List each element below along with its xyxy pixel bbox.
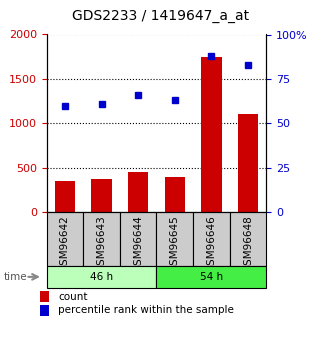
Bar (55, 181, 75, 212)
Text: GSM96642: GSM96642 (60, 215, 70, 272)
Text: GSM96645: GSM96645 (170, 215, 180, 272)
Text: GSM96646: GSM96646 (206, 215, 216, 272)
Text: 46 h: 46 h (90, 272, 113, 282)
Bar (201, 57, 221, 212)
Bar (47, 266, 156, 288)
Text: 54 h: 54 h (200, 272, 223, 282)
Text: count: count (58, 292, 88, 302)
Bar (47, 212, 83, 266)
Bar (165, 177, 185, 212)
Bar (40, 305, 49, 316)
Bar (230, 212, 266, 266)
Text: GDS2233 / 1419647_a_at: GDS2233 / 1419647_a_at (72, 9, 249, 23)
Bar (91, 179, 112, 212)
Text: time: time (3, 272, 27, 282)
Text: GSM96648: GSM96648 (243, 215, 253, 272)
Text: GSM96643: GSM96643 (97, 215, 107, 272)
Bar (193, 212, 230, 266)
Bar (83, 212, 120, 266)
Bar (157, 266, 266, 288)
Bar (238, 115, 258, 212)
Bar (157, 212, 193, 266)
Bar (120, 212, 156, 266)
Text: GSM96644: GSM96644 (133, 215, 143, 272)
Bar (40, 291, 49, 302)
Bar (128, 172, 148, 212)
Text: percentile rank within the sample: percentile rank within the sample (58, 305, 234, 315)
